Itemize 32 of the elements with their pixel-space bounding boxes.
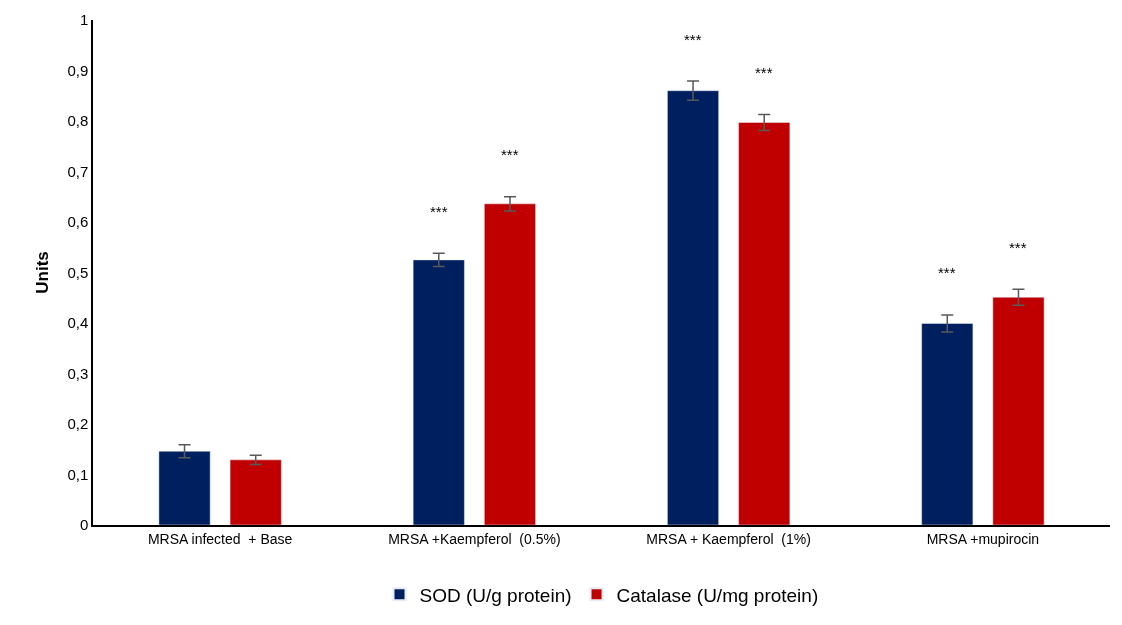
y-axis-title: Units — [33, 251, 53, 294]
data-label: *** — [430, 203, 448, 220]
bar — [667, 90, 719, 525]
y-tick-label: 0,7 — [67, 162, 89, 180]
data-label: *** — [755, 64, 773, 81]
y-tick-label: 0 — [79, 516, 89, 534]
y-tick-label: 0,1 — [67, 465, 89, 483]
y-tick-label: 0,5 — [67, 263, 89, 281]
bar — [992, 297, 1045, 525]
bar — [738, 122, 791, 525]
y-tick-label: 1 — [79, 11, 89, 29]
data-label: *** — [684, 31, 702, 48]
x-tick-label: MRSA + Kaempferol (1%) — [646, 530, 811, 547]
y-tick-label: 0,3 — [67, 364, 89, 382]
y-tick-label: 0,6 — [67, 213, 89, 231]
data-label: *** — [938, 264, 956, 281]
data-label: *** — [501, 146, 519, 163]
x-tick-label: MRSA +mupirocin — [926, 530, 1040, 547]
x-tick-label: MRSA infected + Base — [147, 530, 293, 547]
y-tick-label: 0,9 — [67, 61, 89, 79]
y-tick-label: 0,4 — [67, 314, 89, 332]
bar — [484, 203, 536, 525]
x-tick-label: MRSA +Kaempferol (0.5%) — [388, 530, 561, 547]
bar — [412, 259, 465, 525]
y-tick-label: 0,8 — [67, 112, 89, 130]
bar — [229, 459, 282, 525]
legend-label: Catalase (U/mg protein) — [616, 584, 819, 606]
data-label: *** — [1009, 239, 1027, 256]
y-tick-label: 0,2 — [67, 415, 89, 433]
bar — [921, 323, 974, 525]
bar — [158, 451, 211, 525]
legend-label: SOD (U/g protein) — [419, 584, 572, 606]
